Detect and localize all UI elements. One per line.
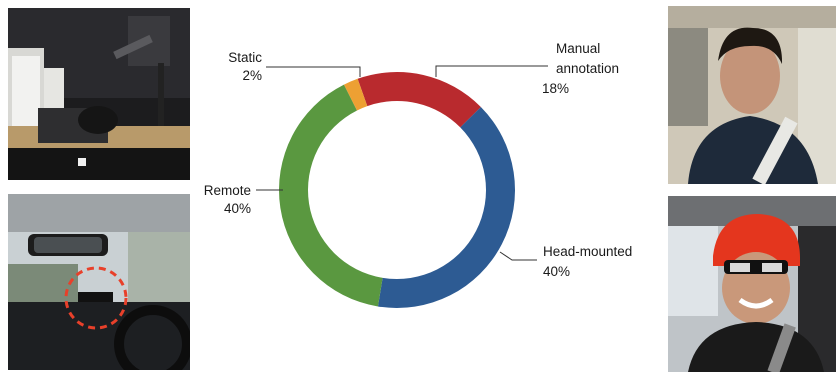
female-driver-photo (668, 196, 836, 372)
highlight-circle (64, 266, 128, 330)
slice-label-remote: Remote (204, 183, 251, 198)
slice-label-head-mounted: Head-mounted (543, 244, 632, 259)
leader-line-manual-annotation (435, 65, 548, 77)
slice-value-manual-annotation: 18% (542, 81, 569, 96)
lab-simulator-photo (8, 8, 190, 180)
slice-value-static: 2% (242, 68, 262, 83)
slice-label-manual-annotation: annotation (556, 61, 619, 76)
slice-value-head-mounted: 40% (543, 264, 570, 279)
donut-slice-static (343, 78, 368, 111)
slice-value-remote: 40% (224, 201, 251, 216)
donut-slice-head-mounted (377, 106, 515, 309)
leader-line-head-mounted (499, 251, 537, 261)
donut-slice-manual-annotation (357, 71, 481, 128)
male-driver-photo (668, 6, 836, 184)
donut-slice-remote (279, 84, 383, 307)
car-interior-photo (8, 194, 190, 370)
leader-line-static (266, 66, 361, 77)
slice-label-manual-annotation: Manual (556, 41, 600, 56)
slice-label-static: Static (228, 50, 262, 65)
